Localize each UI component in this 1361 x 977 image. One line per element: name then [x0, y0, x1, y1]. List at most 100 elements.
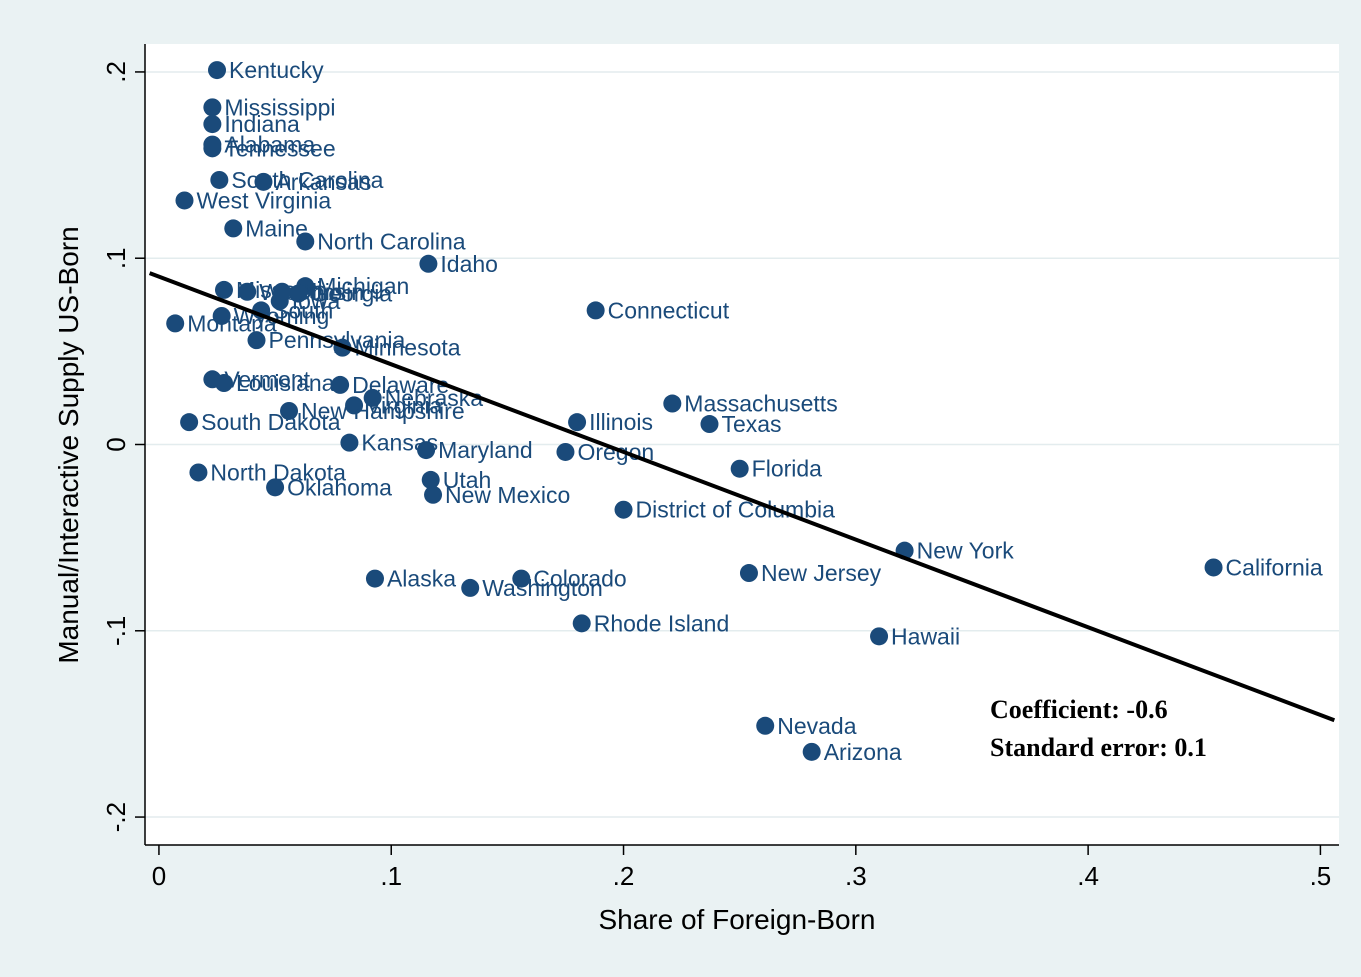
data-point [270, 292, 289, 311]
point-label: New Hampshire [301, 398, 465, 424]
x-tick-label: .1 [380, 861, 402, 891]
point-label: Mississippi [224, 94, 335, 120]
point-label: Washington [482, 575, 603, 601]
data-point [280, 401, 299, 420]
point-label: North Carolina [317, 228, 465, 254]
point-label: West Virginia [196, 187, 331, 213]
point-label: Louisiana [236, 370, 335, 396]
point-label: Michigan [317, 273, 409, 299]
point-label: Colorado [533, 566, 626, 592]
point-label: Oklahoma [287, 474, 392, 500]
data-point [331, 375, 350, 394]
fit-line [148, 271, 1336, 723]
x-tick-label: .2 [613, 861, 635, 891]
point-label: Tennessee [224, 135, 335, 161]
point-label: California [1226, 554, 1323, 580]
data-point [296, 232, 315, 251]
data-point [203, 139, 222, 158]
data-point [247, 331, 266, 350]
y-tick-label: .1 [101, 247, 131, 269]
y-ticks: -.2 -.1 0 .1 .2 [101, 61, 145, 832]
data-point [365, 569, 384, 588]
point-label: Virginia [366, 392, 442, 418]
point-label: Georgia [310, 281, 392, 307]
point-label: Kentucky [229, 57, 324, 83]
point-label: Alaska [387, 566, 456, 592]
data-point [802, 742, 821, 761]
data-point [1204, 558, 1223, 577]
data-point [363, 388, 382, 407]
x-tick-label: 0 [152, 861, 166, 891]
point-label: Iowa [292, 288, 341, 314]
x-tick-label: .4 [1077, 861, 1099, 891]
point-label: Arizona [824, 739, 902, 765]
data-point [700, 415, 719, 434]
data-point [419, 254, 438, 273]
data-point [568, 413, 587, 432]
y-axis-title: Manual/Interactive Supply US-Born [53, 226, 84, 663]
data-point [614, 500, 633, 519]
point-label: South Dakota [201, 409, 341, 435]
point-label: Alabama [224, 132, 315, 158]
data-point [166, 314, 185, 333]
coefficient-note: Coefficient: -0.6 [990, 695, 1168, 724]
data-points: Kentucky MississippiIndianaAlabamaTenness… [166, 57, 1323, 765]
x-axis-title: Share of Foreign-Born [598, 904, 875, 935]
data-point [556, 442, 575, 461]
point-label: Nevada [777, 713, 856, 739]
data-point [203, 98, 222, 117]
point-label: Rhode Island [594, 610, 730, 636]
point-label: Maryland [438, 437, 533, 463]
gridlines [145, 71, 1339, 818]
data-point [224, 219, 243, 238]
point-label: Utah [443, 467, 492, 493]
data-point [212, 306, 231, 325]
data-point [210, 170, 229, 189]
data-point [214, 374, 233, 393]
data-point [180, 413, 199, 432]
point-label: New Jersey [761, 560, 882, 586]
data-point [254, 172, 273, 191]
data-point [424, 485, 443, 504]
y-tick-label: -.1 [101, 616, 131, 646]
data-point [739, 564, 758, 583]
x-tick-label: .3 [845, 861, 867, 891]
data-point [870, 627, 889, 646]
data-point [289, 284, 308, 303]
point-label: Illinois [589, 409, 653, 435]
data-point [756, 716, 775, 735]
point-label: Texas [721, 411, 781, 437]
data-point [238, 282, 257, 301]
point-label: New York [917, 538, 1015, 564]
point-label: Arkansas [275, 169, 371, 195]
data-point [208, 61, 227, 80]
data-point [730, 459, 749, 478]
standard-error-note: Standard error: 0.1 [990, 733, 1207, 762]
data-point [461, 578, 480, 597]
x-tick-label: .5 [1310, 861, 1332, 891]
data-point [663, 394, 682, 413]
point-label: Vermont [224, 366, 310, 392]
data-point [175, 191, 194, 210]
y-tick-label: .2 [101, 61, 131, 83]
data-point [214, 280, 233, 299]
data-point [345, 396, 364, 415]
data-point [417, 441, 436, 460]
point-label: Nebraska [385, 385, 484, 411]
point-label: Idaho [440, 251, 498, 277]
point-label: Massachusetts [684, 391, 837, 417]
data-point [421, 470, 440, 489]
x-ticks: 0 .1 .2 .3 .4 .5 [152, 845, 1332, 891]
point-label: Hawaii [891, 623, 960, 649]
data-point [203, 115, 222, 134]
data-point [340, 433, 359, 452]
point-label: South [273, 297, 333, 323]
data-point [512, 569, 531, 588]
y-tick-label: -.2 [101, 802, 131, 832]
data-point [572, 614, 591, 633]
data-point [266, 478, 285, 497]
point-label: Florida [752, 456, 823, 482]
data-point [189, 463, 208, 482]
data-point [586, 301, 605, 320]
